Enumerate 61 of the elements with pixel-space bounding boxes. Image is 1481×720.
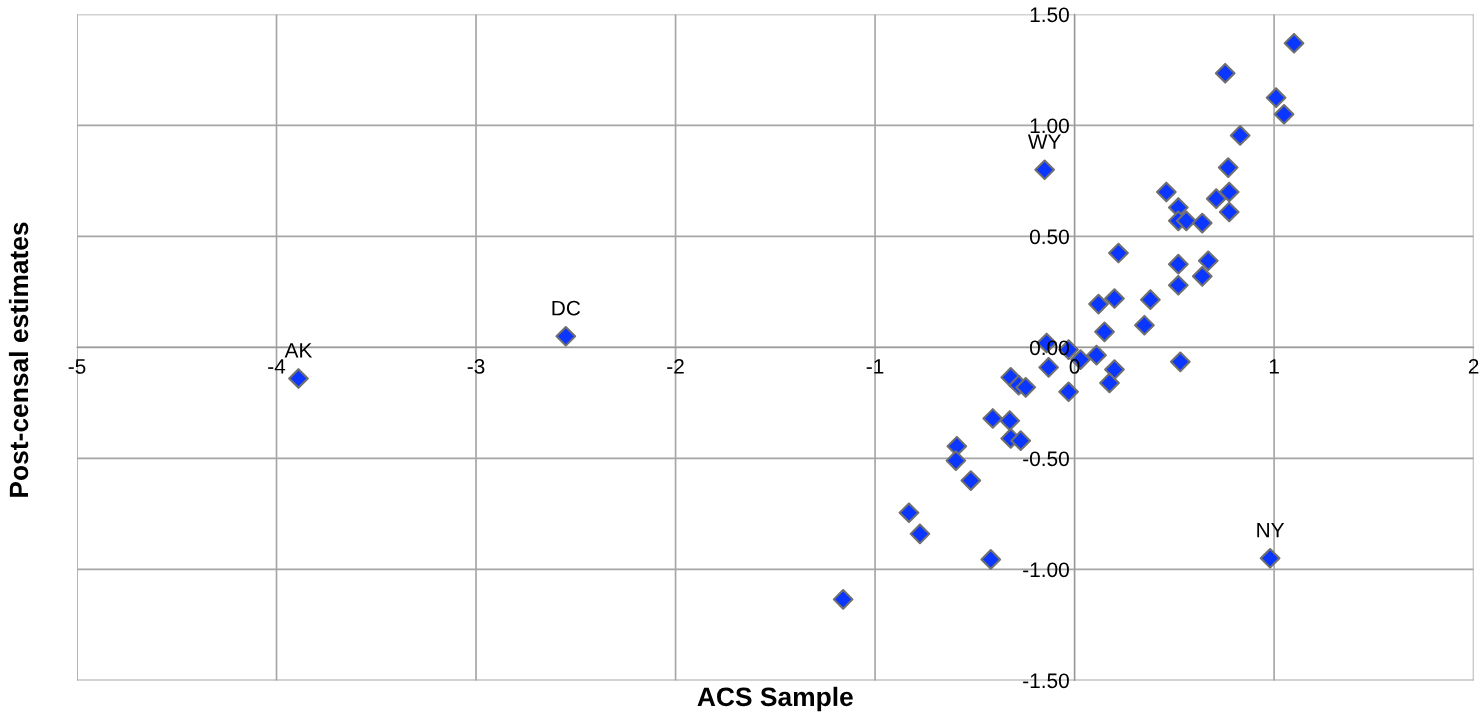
- y-tick-label: 1.00: [1030, 118, 1069, 134]
- annotation: AK: [284, 343, 313, 358]
- annotation: WY: [1027, 134, 1061, 149]
- point: [1010, 430, 1032, 451]
- point: [1218, 201, 1240, 223]
- x-tick-label: -4: [268, 359, 286, 374]
- point: [555, 325, 577, 347]
- point: [1108, 242, 1129, 264]
- point: [980, 549, 1002, 570]
- point: [1217, 157, 1239, 178]
- point: [1167, 253, 1189, 275]
- point: [1191, 212, 1213, 234]
- point: [1094, 321, 1115, 343]
- point: [1205, 188, 1227, 210]
- point: [1265, 87, 1287, 109]
- point: [288, 368, 309, 389]
- point: [1015, 377, 1037, 398]
- x-tick-label: 1: [1269, 359, 1279, 374]
- point: [1134, 314, 1155, 336]
- point: [1175, 210, 1197, 232]
- point: [1088, 293, 1109, 315]
- point: [999, 410, 1021, 432]
- point: [1167, 274, 1189, 296]
- point: [945, 450, 967, 471]
- point: [1155, 181, 1177, 203]
- point: [982, 408, 1004, 429]
- point: [1218, 181, 1240, 203]
- point: [1038, 357, 1059, 378]
- point: [1034, 159, 1055, 181]
- x-tick-label: -3: [467, 359, 485, 374]
- point: [1259, 547, 1281, 569]
- y-axis-title: Post-censal estimates: [8, 222, 29, 497]
- x-tick-label: 2: [1468, 359, 1479, 374]
- y-tick-label: -0.50: [1023, 451, 1069, 467]
- y-tick-label: -1.00: [1023, 562, 1069, 578]
- point: [960, 470, 982, 491]
- point: [1214, 62, 1236, 84]
- point: [1140, 289, 1161, 311]
- x-tick-label: -5: [68, 359, 86, 374]
- y-tick-label: -1.50: [1023, 673, 1069, 689]
- point: [832, 589, 854, 610]
- point: [1197, 250, 1219, 272]
- point: [1229, 125, 1251, 146]
- y-tick-label: 0.50: [1029, 229, 1069, 245]
- point: [1191, 266, 1213, 287]
- point: [1058, 381, 1079, 403]
- point: [1099, 372, 1120, 394]
- x-tick-label: -2: [667, 359, 684, 374]
- point: [909, 523, 931, 545]
- point: [1104, 288, 1125, 309]
- point: [1086, 344, 1107, 366]
- x-tick-label: -1: [866, 359, 884, 374]
- point: [898, 502, 920, 524]
- x-axis-title: ACS Sample: [697, 686, 853, 712]
- annotation: NY: [1257, 522, 1285, 538]
- x-tick-label: 0: [1069, 359, 1080, 374]
- point: [1169, 351, 1191, 373]
- point: [1273, 103, 1295, 125]
- point: [1283, 32, 1305, 54]
- y-tick-label: 1.50: [1030, 7, 1069, 23]
- annotation: DC: [552, 300, 581, 316]
